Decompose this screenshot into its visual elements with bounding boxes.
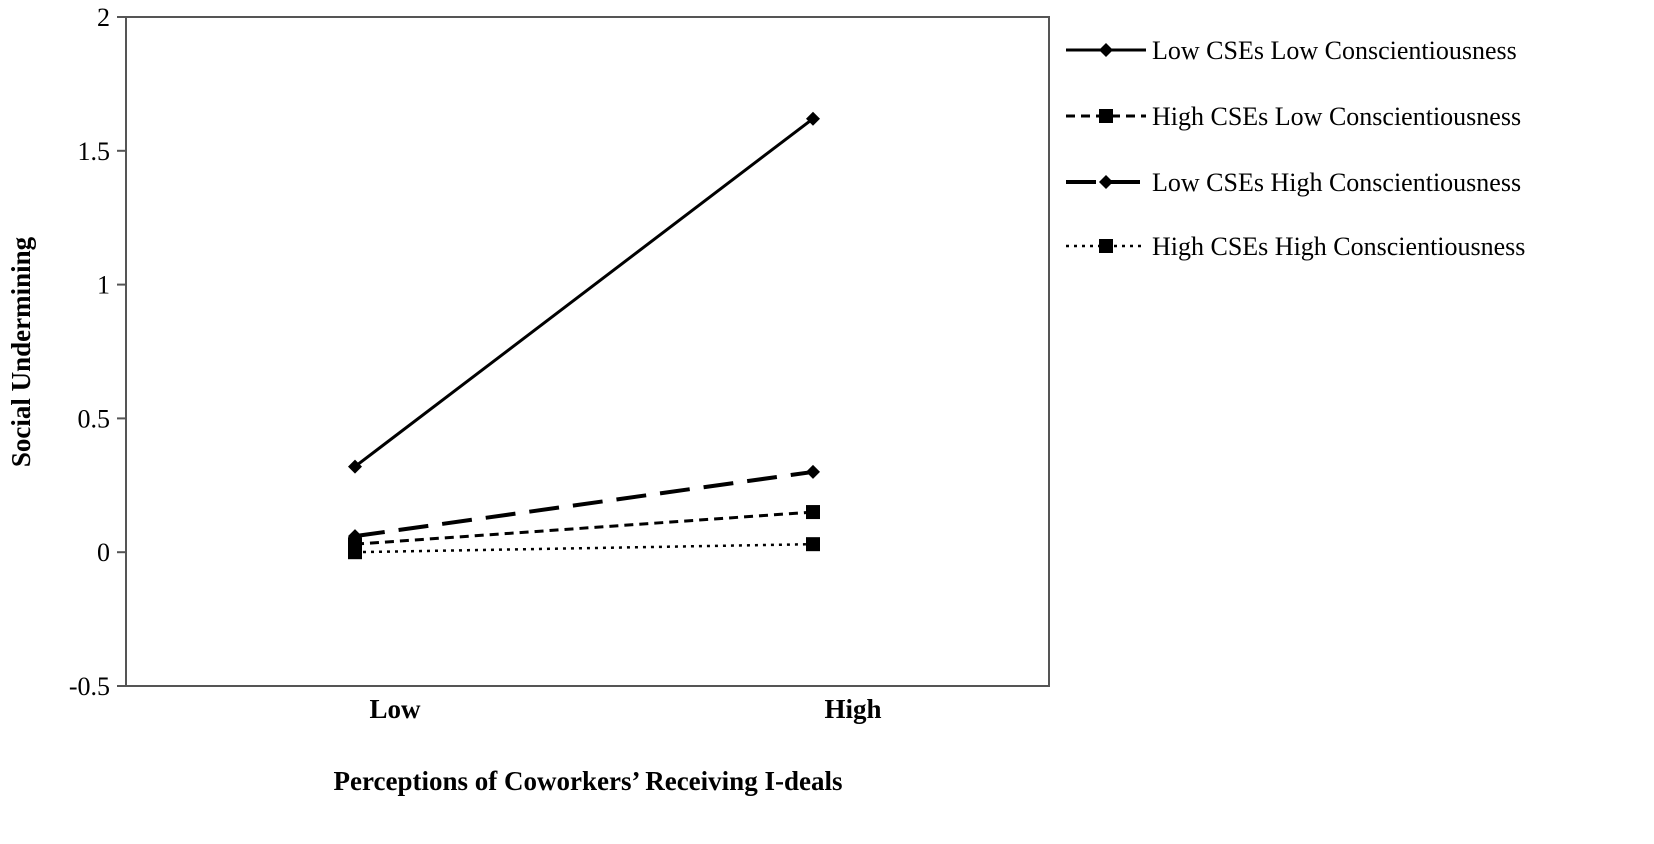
data-point [806,111,820,126]
legend-item: Low CSEs Low Conscientiousness [1066,36,1517,65]
y-axis-title: Social Undermining [6,236,36,467]
series-4 [348,537,820,560]
y-tick-label: 0 [97,538,110,567]
legend-swatch-marker [1099,109,1113,123]
data-point [806,464,820,479]
x-axis-ticks: Low High [369,694,881,724]
legend-label: High CSEs High Conscientiousness [1152,232,1525,261]
y-tick-label: 2 [97,3,110,32]
y-tick-label: 1 [97,271,110,300]
legend-swatch-marker [1099,175,1113,189]
data-point [348,545,362,560]
legend-label: Low CSEs High Conscientiousness [1152,168,1521,197]
data-point [806,505,820,520]
x-axis-title: Perceptions of Coworkers’ Receiving I-de… [334,766,843,796]
y-tick-label: -0.5 [69,672,110,701]
legend-label: Low CSEs Low Conscientiousness [1152,36,1517,65]
data-point [348,529,362,544]
legend-swatch-marker [1099,43,1113,57]
series-line [354,469,814,539]
series-layer [348,111,820,560]
legend-swatch-marker [1099,239,1113,253]
legend-item: High CSEs Low Conscientiousness [1066,102,1521,131]
plot-area-frame [125,16,1050,687]
legend-item: High CSEs High Conscientiousness [1066,232,1525,261]
series-line [354,510,814,546]
y-axis-ticks: -0.5 0 0.5 1 1.5 2 [69,3,126,701]
legend: Low CSEs Low Conscientiousness High CSEs … [1066,36,1525,261]
y-tick-label: 1.5 [78,137,111,166]
series-line [354,117,814,468]
x-tick-label: Low [369,694,421,724]
data-point [348,459,362,474]
series-line [354,542,814,554]
legend-item: Low CSEs High Conscientiousness [1066,168,1521,197]
legend-label: High CSEs Low Conscientiousness [1152,102,1521,131]
x-tick-label: High [824,694,881,724]
series-3 [348,464,820,544]
y-tick-label: 0.5 [78,404,111,433]
data-point [806,537,820,552]
series-1 [348,111,820,474]
